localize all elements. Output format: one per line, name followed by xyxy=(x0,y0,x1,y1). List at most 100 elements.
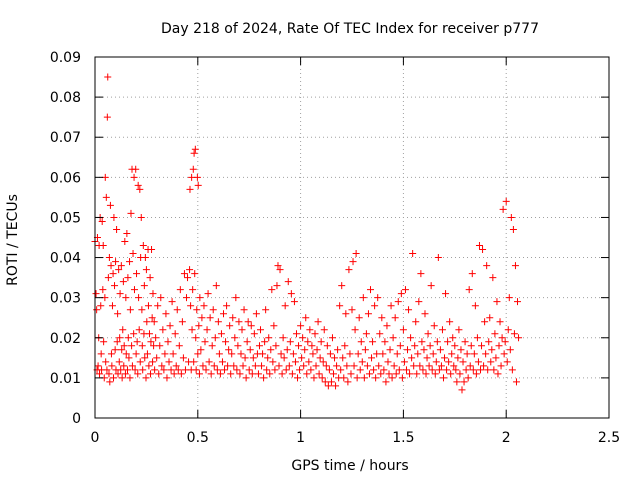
data-point xyxy=(286,338,294,346)
data-point xyxy=(350,362,358,370)
data-point xyxy=(437,362,445,370)
data-point xyxy=(218,358,226,366)
data-point xyxy=(134,370,142,378)
data-point xyxy=(432,358,440,366)
data-point xyxy=(390,362,398,370)
data-point xyxy=(184,274,192,282)
data-point xyxy=(305,358,313,366)
data-point xyxy=(125,354,133,362)
data-point xyxy=(412,318,420,326)
data-point xyxy=(124,334,132,342)
data-point xyxy=(451,342,459,350)
data-point xyxy=(121,370,129,378)
data-point xyxy=(274,262,282,270)
data-point xyxy=(257,326,265,334)
data-point xyxy=(189,165,197,173)
data-point xyxy=(254,370,262,378)
data-point xyxy=(272,342,280,350)
data-point xyxy=(126,306,134,314)
data-point xyxy=(102,193,110,201)
data-point xyxy=(361,346,369,354)
data-point xyxy=(503,358,511,366)
data-point xyxy=(135,326,143,334)
data-point xyxy=(227,370,235,378)
data-point xyxy=(285,362,293,370)
data-point xyxy=(365,370,373,378)
data-point xyxy=(260,374,268,382)
data-point xyxy=(328,334,336,342)
data-point xyxy=(153,354,161,362)
data-point xyxy=(316,354,324,362)
data-point xyxy=(133,270,141,278)
data-point xyxy=(433,338,441,346)
data-point xyxy=(111,346,119,354)
data-point xyxy=(464,374,472,382)
data-point xyxy=(169,350,177,358)
data-point xyxy=(460,378,468,386)
data-point xyxy=(465,286,473,294)
data-point xyxy=(127,209,135,217)
data-point xyxy=(157,294,165,302)
data-point xyxy=(147,370,155,378)
data-point xyxy=(162,310,170,318)
data-point xyxy=(384,358,392,366)
data-point xyxy=(497,362,505,370)
data-point xyxy=(396,342,404,350)
data-point xyxy=(161,350,169,358)
data-point xyxy=(120,342,128,350)
data-point xyxy=(175,342,183,350)
data-point xyxy=(475,242,483,250)
data-point xyxy=(140,282,148,290)
data-point xyxy=(364,310,372,318)
data-point xyxy=(147,338,155,346)
data-point xyxy=(484,366,492,374)
data-point xyxy=(512,378,520,386)
data-point xyxy=(165,358,173,366)
data-point xyxy=(319,358,327,366)
data-point xyxy=(266,370,274,378)
data-point xyxy=(429,350,437,358)
data-point xyxy=(278,370,286,378)
data-point xyxy=(376,330,384,338)
data-point xyxy=(195,322,203,330)
data-point xyxy=(430,322,438,330)
data-point xyxy=(501,338,509,346)
data-point xyxy=(180,270,188,278)
data-point xyxy=(270,322,278,330)
data-point xyxy=(241,354,249,362)
data-point xyxy=(238,326,246,334)
data-point xyxy=(515,334,523,342)
data-point xyxy=(323,342,331,350)
data-point xyxy=(267,346,275,354)
data-point xyxy=(206,314,214,322)
data-point xyxy=(333,362,341,370)
data-point xyxy=(200,302,208,310)
data-point xyxy=(251,362,259,370)
data-point xyxy=(402,366,410,374)
data-point xyxy=(249,354,257,362)
data-point xyxy=(392,370,400,378)
data-point xyxy=(231,334,239,342)
data-point xyxy=(478,342,486,350)
data-point xyxy=(228,350,236,358)
data-point xyxy=(114,370,122,378)
data-point xyxy=(311,330,319,338)
data-point xyxy=(94,362,102,370)
data-point xyxy=(235,318,243,326)
axis-ticks: 0 0.01 0.02 0.03 0.04 0.05 0.06 0.07 0.08 0.09 0 0.… xyxy=(50,50,620,446)
data-point xyxy=(397,290,405,298)
data-point xyxy=(462,366,470,374)
data-point xyxy=(170,370,178,378)
data-point xyxy=(422,370,430,378)
data-point xyxy=(189,286,197,294)
data-point xyxy=(506,346,514,354)
data-point xyxy=(109,270,117,278)
data-point xyxy=(336,302,344,310)
data-point xyxy=(379,350,387,358)
data-point xyxy=(357,338,365,346)
data-point xyxy=(205,358,213,366)
data-point xyxy=(196,294,204,302)
data-point xyxy=(450,362,458,370)
y-tick-label: 0.05 xyxy=(50,210,81,226)
data-point xyxy=(176,286,184,294)
